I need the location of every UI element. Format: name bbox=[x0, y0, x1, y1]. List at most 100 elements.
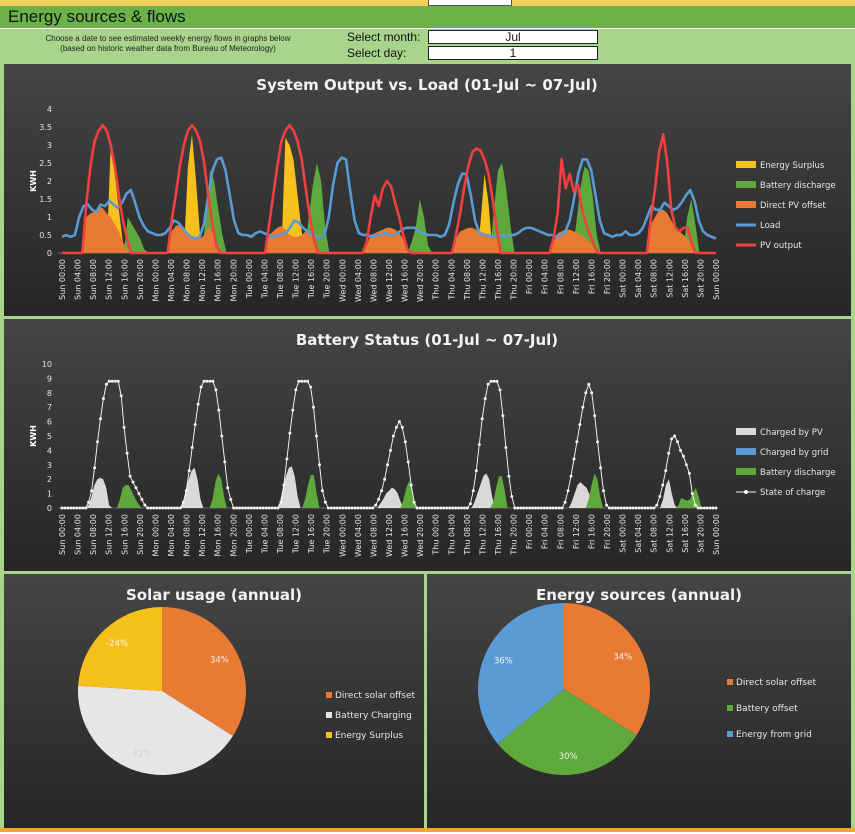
soc-point bbox=[696, 506, 700, 510]
soc-point bbox=[545, 506, 549, 510]
soc-point bbox=[270, 506, 274, 510]
soc-point bbox=[155, 506, 159, 510]
soc-point bbox=[87, 500, 91, 504]
x-tick-label: Mon 08:00 bbox=[183, 259, 192, 301]
y-tick-label: 2.5 bbox=[39, 159, 52, 168]
soc-point bbox=[572, 457, 576, 461]
soc-point bbox=[640, 506, 644, 510]
soc-point bbox=[412, 500, 416, 504]
series-energy-surplus bbox=[62, 134, 716, 253]
y-axis-label: KWH bbox=[29, 425, 38, 447]
x-tick-label: Fri 04:00 bbox=[541, 259, 550, 294]
y-tick-label: 3 bbox=[47, 461, 52, 470]
soc-point bbox=[116, 379, 120, 383]
x-tick-label: Mon 16:00 bbox=[214, 259, 223, 301]
soc-point bbox=[175, 506, 179, 510]
soc-point bbox=[504, 446, 508, 449]
soc-point bbox=[294, 388, 298, 392]
soc-point bbox=[69, 506, 73, 510]
x-tick-label: Wed 00:00 bbox=[338, 514, 347, 557]
soc-point bbox=[457, 506, 460, 510]
soc-point bbox=[193, 423, 197, 426]
x-tick-label: Sun 12:00 bbox=[105, 514, 114, 555]
legend-label: Charged by grid bbox=[760, 448, 828, 458]
chart-title: Battery Status (01-Jul ~ 07-Jul) bbox=[296, 331, 558, 349]
soc-point bbox=[359, 506, 363, 510]
y-tick-label: 3.5 bbox=[39, 123, 52, 132]
soc-point bbox=[134, 486, 138, 490]
soc-point bbox=[495, 379, 499, 383]
x-tick-label: Sat 16:00 bbox=[681, 259, 690, 298]
soc-point bbox=[371, 506, 375, 510]
x-tick-label: Fri 00:00 bbox=[525, 259, 534, 294]
soc-point bbox=[507, 474, 511, 478]
legend-swatch bbox=[326, 712, 332, 718]
soc-point bbox=[610, 506, 614, 510]
soc-point bbox=[107, 379, 111, 383]
soc-point bbox=[149, 506, 153, 510]
soc-point bbox=[548, 506, 552, 510]
legend-swatch bbox=[727, 731, 733, 737]
soc-point bbox=[276, 506, 280, 510]
soc-point bbox=[418, 506, 422, 510]
soc-point bbox=[143, 503, 147, 507]
y-tick-label: 7 bbox=[47, 403, 52, 412]
soc-point bbox=[365, 506, 369, 510]
x-tick-label: Sun 08:00 bbox=[89, 514, 98, 555]
system-output-panel: System Output vs. Load (01-Jul ~ 07-Jul)… bbox=[4, 64, 851, 316]
soc-point bbox=[81, 506, 85, 510]
soc-point bbox=[335, 506, 339, 510]
soc-point bbox=[646, 506, 650, 510]
pie-slice bbox=[564, 603, 650, 736]
x-tick-label: Fri 16:00 bbox=[587, 259, 596, 294]
select-day-label: Select day: bbox=[347, 46, 407, 60]
soc-point bbox=[531, 506, 534, 510]
series-battery-discharge bbox=[62, 473, 716, 508]
soc-point bbox=[433, 506, 437, 510]
select-month-input[interactable]: Jul bbox=[428, 30, 598, 44]
x-tick-label: Wed 12:00 bbox=[385, 514, 394, 557]
legend-label: Battery offset bbox=[736, 704, 798, 714]
soc-point bbox=[498, 388, 502, 392]
soc-point bbox=[229, 497, 233, 501]
soc-point bbox=[63, 506, 67, 510]
select-day-input[interactable]: 1 bbox=[428, 46, 598, 60]
x-tick-label: Fri 08:00 bbox=[556, 259, 565, 294]
legend-swatch bbox=[736, 161, 756, 168]
y-tick-label: 0 bbox=[47, 504, 52, 513]
soc-point bbox=[684, 463, 688, 467]
legend-swatch bbox=[736, 428, 756, 435]
x-tick-label: Sat 04:00 bbox=[634, 514, 643, 553]
soc-point bbox=[578, 423, 582, 426]
x-tick-label: Tue 00:00 bbox=[245, 514, 254, 554]
x-tick-label: Tue 08:00 bbox=[276, 259, 285, 299]
x-tick-label: Thu 16:00 bbox=[494, 514, 503, 556]
soc-point bbox=[625, 506, 629, 510]
series-direct-pv-offset bbox=[62, 206, 716, 253]
soc-point bbox=[658, 495, 662, 498]
x-tick-label: Mon 04:00 bbox=[167, 514, 176, 556]
x-tick-label: Thu 08:00 bbox=[463, 514, 472, 556]
soc-point bbox=[285, 457, 289, 461]
soc-point bbox=[391, 434, 395, 438]
soc-point bbox=[590, 391, 594, 395]
soc-point bbox=[238, 506, 242, 510]
soc-point bbox=[566, 489, 570, 493]
x-tick-label: Fri 20:00 bbox=[603, 259, 612, 294]
soc-point bbox=[714, 506, 718, 510]
x-tick-label: Mon 08:00 bbox=[183, 514, 192, 556]
x-tick-label: Wed 16:00 bbox=[401, 259, 410, 302]
pie-value-label: 34% bbox=[613, 653, 632, 663]
soc-point bbox=[187, 469, 191, 473]
soc-point bbox=[217, 408, 221, 412]
x-tick-label: Wed 00:00 bbox=[338, 259, 347, 302]
soc-point bbox=[649, 506, 653, 510]
legend-swatch bbox=[326, 732, 332, 738]
pie-slice bbox=[78, 607, 162, 691]
soc-point bbox=[560, 506, 564, 510]
pie-value-label: -24% bbox=[106, 639, 128, 649]
soc-point bbox=[681, 454, 685, 458]
x-tick-label: Fri 12:00 bbox=[572, 259, 581, 294]
soc-point bbox=[460, 506, 463, 510]
y-tick-label: 9 bbox=[47, 374, 52, 383]
